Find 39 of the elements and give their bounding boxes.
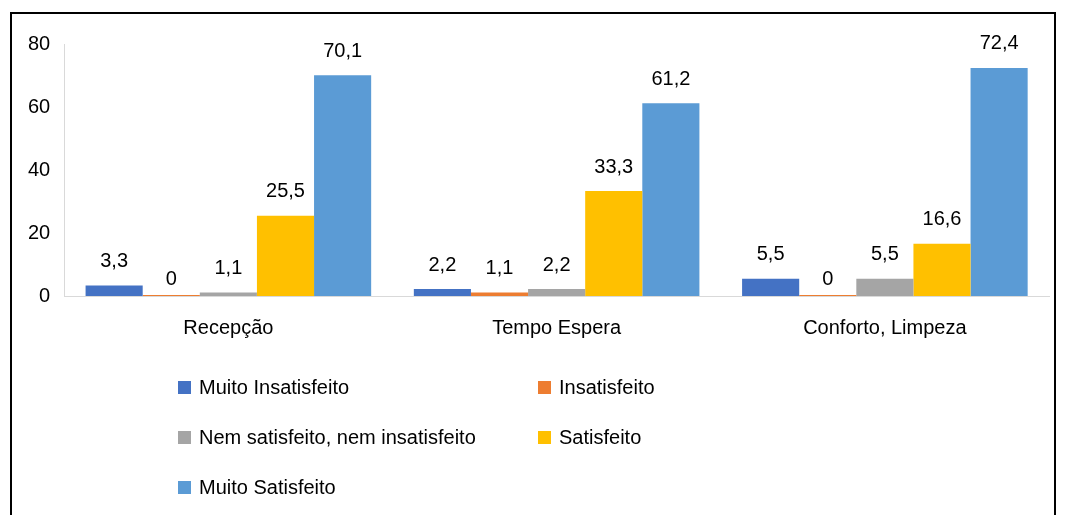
legend-label: Nem satisfeito, nem insatisfeito	[199, 425, 476, 449]
legend-label: Muito Insatisfeito	[199, 375, 350, 399]
data-label: 33,3	[594, 154, 634, 177]
data-label: 5,5	[756, 242, 785, 265]
y-tick-label: 40	[28, 157, 51, 180]
bar	[970, 67, 1028, 296]
x-tick-label: Conforto, Limpeza	[803, 315, 968, 338]
data-label: 70,1	[323, 38, 363, 61]
x-tick-label: Tempo Espera	[492, 315, 622, 338]
bar	[642, 103, 700, 296]
bar	[913, 243, 971, 296]
data-label: 1,1	[214, 256, 243, 279]
bar	[256, 215, 315, 296]
data-label: 61,2	[651, 66, 691, 89]
y-tick-label: 0	[39, 283, 51, 306]
data-label: 3,3	[100, 249, 129, 272]
bar	[314, 75, 372, 296]
bar	[856, 278, 914, 296]
bar	[413, 289, 471, 296]
x-tick-label: Recepção	[183, 315, 274, 338]
y-tick-label: 80	[28, 31, 51, 54]
legend-label: Insatisfeito	[559, 375, 655, 399]
data-label: 5,5	[870, 242, 899, 265]
data-label: 72,4	[979, 31, 1019, 54]
bar	[528, 289, 586, 296]
legend-label: Muito Satisfeito	[199, 475, 336, 499]
data-label: 0	[165, 266, 177, 289]
bar	[585, 191, 643, 296]
legend-label: Satisfeito	[559, 425, 642, 449]
data-label: 2,2	[428, 252, 457, 275]
data-label: 0	[822, 266, 834, 289]
y-tick-label: 20	[28, 220, 51, 243]
data-label: 2,2	[542, 252, 571, 275]
y-tick-label: 60	[28, 94, 51, 117]
data-label: 1,1	[485, 256, 514, 279]
bar	[85, 285, 143, 296]
data-label: 16,6	[922, 207, 962, 230]
data-label: 25,5	[266, 179, 305, 202]
bar	[742, 278, 800, 296]
